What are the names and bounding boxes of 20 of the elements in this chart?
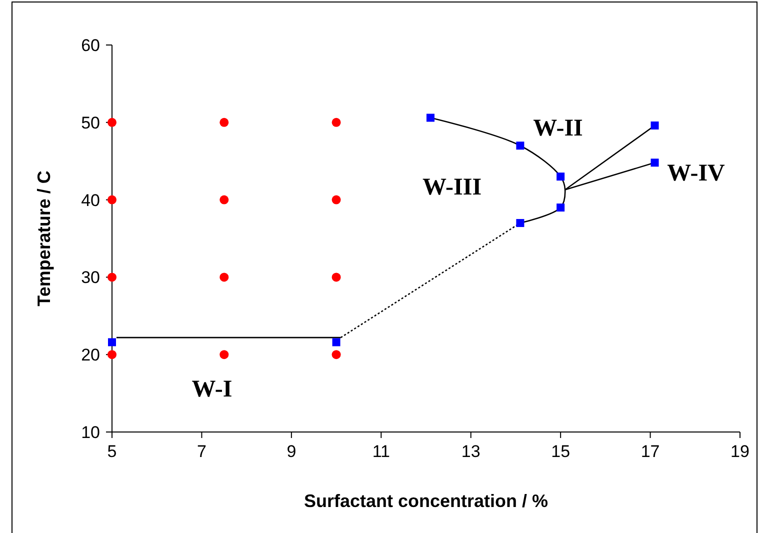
x-tick-label: 11	[372, 442, 390, 461]
x-tick-label: 5	[107, 442, 117, 461]
y-tick-label: 60	[81, 36, 100, 55]
y-tick-label: 20	[81, 346, 100, 365]
annotation: W-IV	[667, 160, 726, 186]
x-tick-label: 7	[196, 442, 206, 461]
x-tick-label: 17	[640, 442, 660, 461]
y-tick-label: 50	[81, 113, 100, 132]
annotation: W-III	[422, 174, 482, 200]
annotation: W-II	[533, 115, 583, 142]
y-axis-title: Temperature / C	[34, 170, 54, 306]
y-tick-label: 30	[81, 268, 100, 288]
x-tick-label: 15	[551, 442, 570, 461]
x-tick-label: 19	[730, 442, 750, 461]
y-tick-label: 40	[81, 190, 100, 210]
x-tick-label: 9	[286, 442, 296, 461]
y-tick-label: 10	[81, 422, 100, 442]
x-tick-label: 13	[461, 442, 480, 461]
x-axis-title: Surfactant concentration / %	[304, 491, 548, 511]
annotation: W-I	[192, 376, 232, 402]
